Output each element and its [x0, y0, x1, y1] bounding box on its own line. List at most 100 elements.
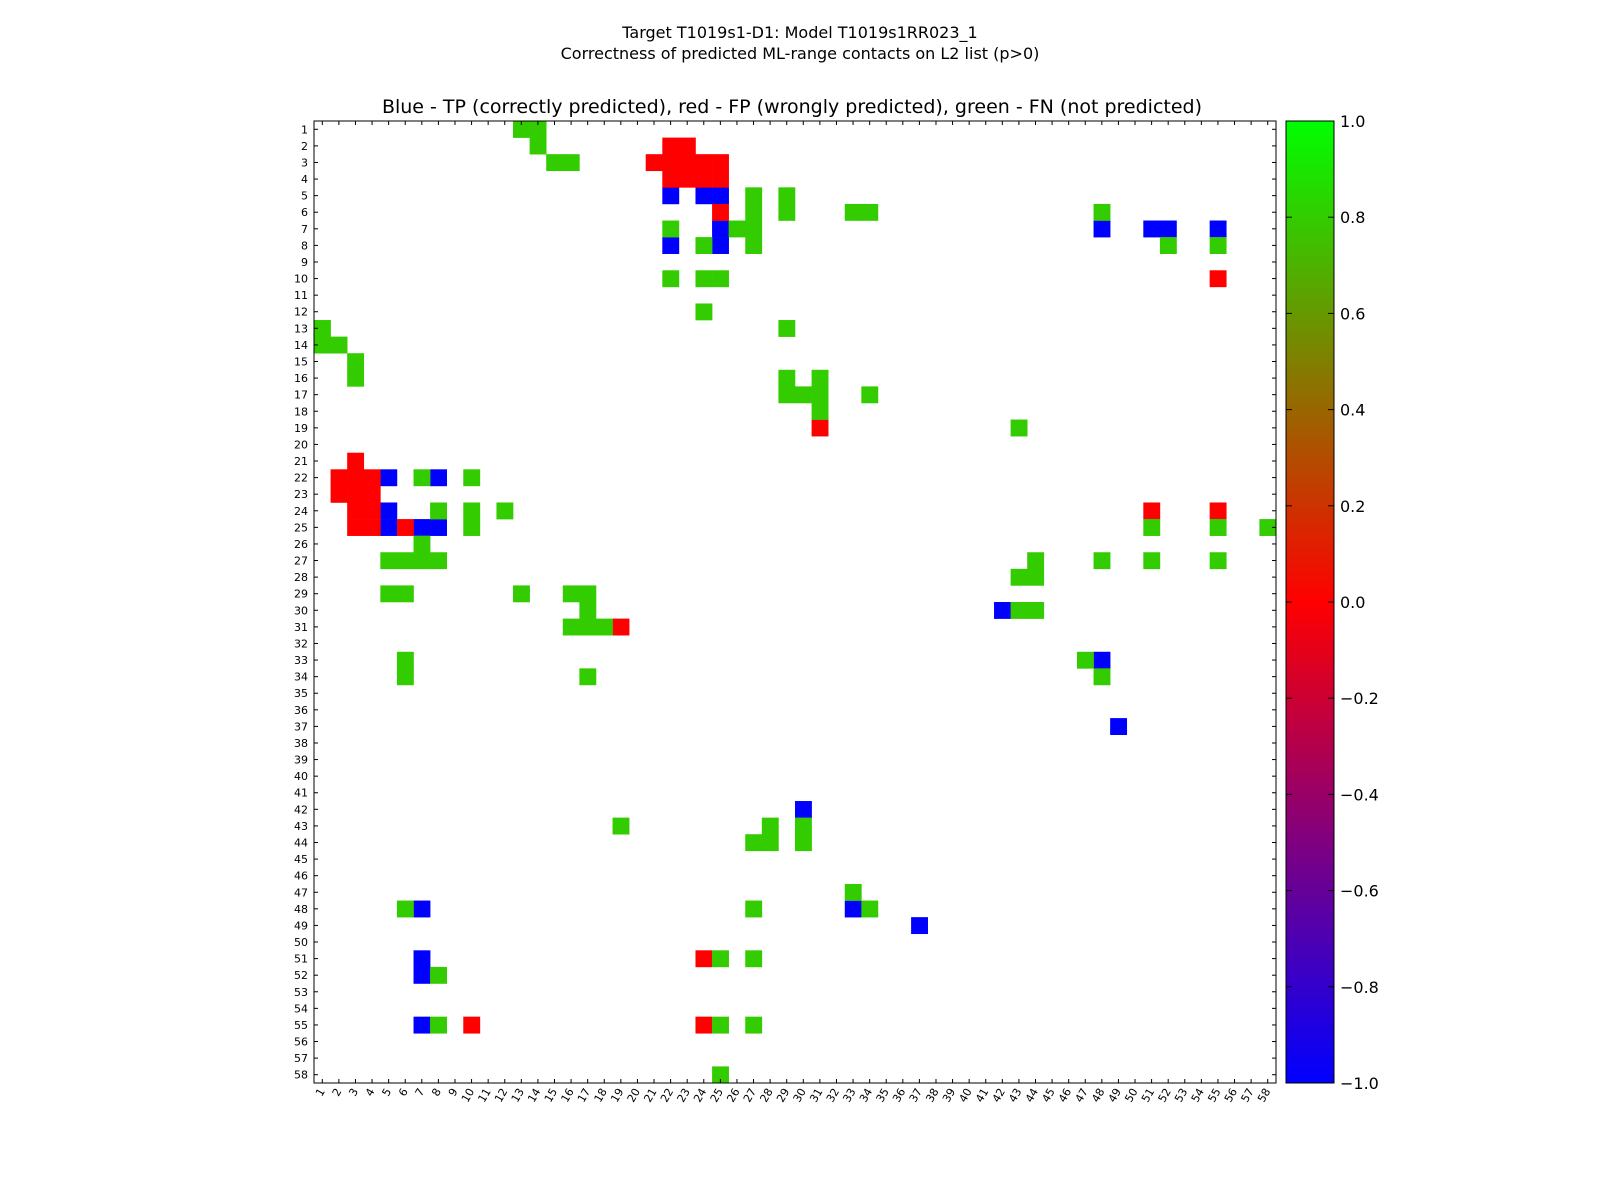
y-tick-label: 29: [294, 588, 308, 601]
cell-fp: [363, 519, 381, 536]
cell-fn: [430, 966, 447, 984]
y-tick-label: 17: [294, 389, 308, 402]
cell-fn: [595, 618, 613, 636]
x-tick-label: 9: [446, 1086, 461, 1099]
cell-fn: [463, 469, 481, 487]
x-tick-label: 8: [429, 1086, 444, 1099]
x-tick-label: 49: [1106, 1086, 1124, 1105]
y-tick-label: 22: [294, 472, 308, 485]
cell-fn: [778, 203, 796, 221]
y-tick-label: 40: [294, 770, 308, 783]
cell-fn: [1027, 568, 1045, 586]
cell-fn: [413, 535, 431, 553]
x-tick-label: 44: [1023, 1086, 1041, 1105]
y-tick-label: 32: [294, 637, 308, 650]
y-tick-label: 7: [301, 223, 308, 236]
cell-fn: [430, 1016, 447, 1034]
y-tick-label: 28: [294, 571, 308, 584]
cell-fn: [811, 369, 829, 387]
cell-tp: [1143, 220, 1161, 238]
colorbar-tick-label: 1.0: [1340, 112, 1365, 131]
colorbar-tick-label: −0.2: [1340, 689, 1379, 708]
cell-tp: [695, 187, 713, 205]
x-tick-label: 6: [396, 1086, 411, 1099]
cell-fn: [546, 154, 564, 172]
cell-fp: [712, 154, 729, 172]
y-tick-label: 14: [294, 339, 308, 352]
colorbar: [1285, 120, 1335, 1084]
cell-fn: [745, 900, 763, 918]
cell-fp: [695, 1016, 713, 1034]
colorbar-tick-label: −0.4: [1340, 785, 1379, 804]
cell-fn: [1143, 552, 1161, 570]
cell-fn: [347, 369, 365, 387]
cell-tp: [380, 502, 398, 520]
colorbar-tick-label: 0.6: [1340, 304, 1365, 323]
cell-fn: [413, 552, 431, 570]
cell-fp: [695, 170, 713, 188]
y-tick-label: 21: [294, 455, 308, 468]
x-tick-label: 43: [1006, 1086, 1024, 1105]
cell-fp: [695, 950, 713, 968]
cell-fp: [811, 419, 829, 437]
cell-fn: [795, 386, 812, 404]
y-tick-label: 35: [294, 687, 308, 700]
x-tick-label: 46: [1056, 1086, 1074, 1105]
cell-fn: [330, 336, 348, 354]
y-tick-label: 26: [294, 538, 308, 551]
y-tick-label: 38: [294, 737, 308, 750]
cell-tp: [911, 917, 928, 935]
x-tick-label: 13: [509, 1086, 527, 1105]
cell-tp: [1110, 718, 1128, 735]
cell-fp: [662, 154, 680, 172]
x-tick-label: 57: [1238, 1086, 1256, 1105]
cell-fp: [463, 1016, 481, 1034]
cell-fn: [463, 519, 481, 536]
cell-tp: [662, 187, 680, 205]
x-tick-label: 20: [625, 1086, 643, 1105]
cell-tp: [712, 220, 729, 238]
cell-fp: [1209, 270, 1227, 288]
x-tick-label: 39: [940, 1086, 958, 1105]
x-tick-label: 32: [824, 1086, 842, 1105]
cell-fn: [396, 585, 414, 603]
x-tick-label: 19: [608, 1086, 626, 1105]
x-tick-label: 34: [857, 1086, 875, 1105]
x-tick-label: 28: [757, 1086, 775, 1105]
y-tick-label: 15: [294, 356, 308, 369]
cell-fn: [712, 950, 729, 968]
x-tick-label: 52: [1156, 1086, 1174, 1105]
cell-fn: [1010, 602, 1028, 619]
cell-fn: [529, 121, 547, 138]
x-tick-label: 25: [708, 1086, 726, 1105]
x-tick-label: 36: [890, 1086, 908, 1105]
y-tick-label: 43: [294, 820, 308, 833]
cell-fn: [861, 386, 879, 404]
y-tick-label: 4: [301, 173, 308, 186]
cell-fn: [745, 834, 763, 852]
chart-subtitle: Correctness of predicted ML-range contac…: [561, 44, 1040, 63]
x-tick-label: 33: [840, 1086, 858, 1105]
cell-fp: [347, 469, 365, 487]
y-tick-label: 58: [294, 1069, 308, 1082]
x-tick-label: 22: [658, 1086, 676, 1105]
cell-fn: [396, 651, 414, 669]
plot-frame: [313, 120, 1277, 1084]
cell-fp: [662, 170, 680, 188]
cell-fn: [778, 386, 796, 404]
cell-fn: [513, 585, 530, 603]
cell-fn: [562, 585, 580, 603]
cell-fn: [695, 303, 713, 321]
y-tick-label: 36: [294, 704, 308, 717]
cell-fn: [844, 203, 862, 221]
y-tick-label: 39: [294, 754, 308, 767]
cell-fp: [363, 469, 381, 487]
cell-fn: [612, 817, 630, 835]
x-tick-label: 26: [724, 1086, 742, 1105]
cell-fn: [662, 270, 680, 288]
x-tick-label: 35: [874, 1086, 892, 1105]
cell-fn: [1010, 419, 1028, 437]
x-tick-label: 30: [791, 1086, 809, 1105]
colorbar-tick-label: 0.4: [1340, 401, 1365, 420]
